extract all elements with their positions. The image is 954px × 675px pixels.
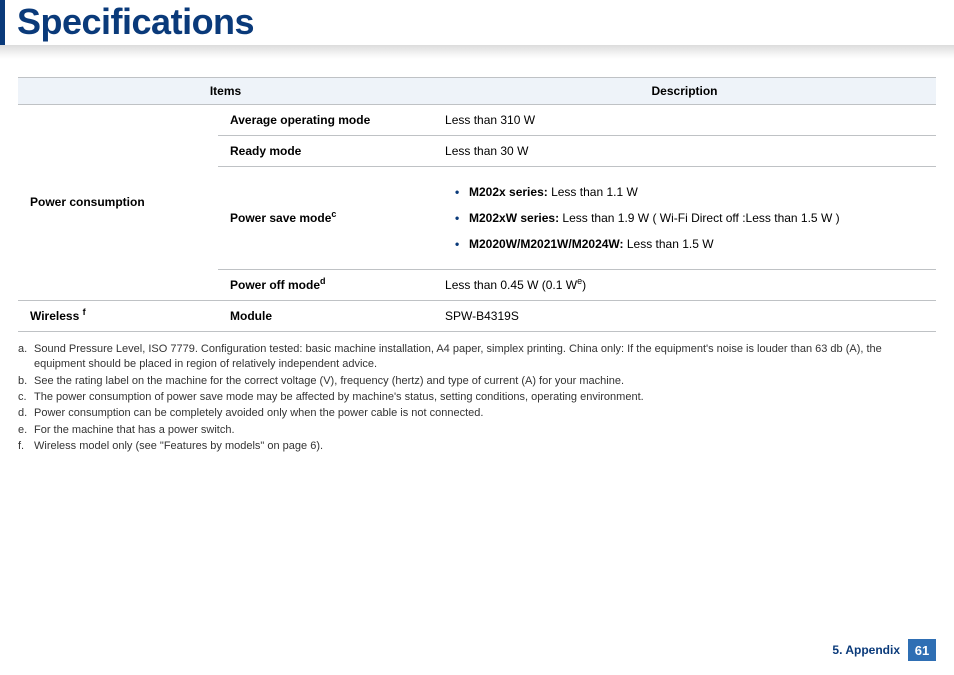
list-item: M2020W/M2021W/M2024W: Less than 1.5 W [455,231,924,257]
poff-ref: d [320,276,326,286]
module-value: SPW-B4319S [433,300,936,331]
footnote: c.The power consumption of power save mo… [18,390,936,405]
power-consumption-label: Power consumption [18,104,218,300]
footnote-mark: e. [18,423,34,438]
chapter-label: 5. Appendix [832,643,900,657]
psave-item-label: M202x series: [469,185,548,199]
footnote-text: Wireless model only (see "Features by mo… [34,439,323,454]
power-off-mode-label: Power off moded [218,269,433,300]
wireless-label-text: Wireless [30,309,83,323]
wireless-label: Wireless f [18,300,218,331]
avg-mode-label: Average operating mode [218,104,433,135]
footnote-mark: c. [18,390,34,405]
power-off-mode-value: Less than 0.45 W (0.1 We) [433,269,936,300]
footnote-text: Sound Pressure Level, ISO 7779. Configur… [34,342,936,373]
psave-ref: c [331,209,336,219]
poff-value-post: ) [582,278,586,292]
module-label: Module [218,300,433,331]
footnote: a.Sound Pressure Level, ISO 7779. Config… [18,342,936,373]
ready-mode-value: Less than 30 W [433,135,936,166]
footnote-mark: a. [18,342,34,373]
power-save-mode-value: M202x series: Less than 1.1 W M202xW ser… [433,166,936,269]
poff-value-pre: Less than 0.45 W (0.1 W [445,278,577,292]
ready-mode-label: Ready mode [218,135,433,166]
header-items: Items [18,77,433,104]
avg-mode-value: Less than 310 W [433,104,936,135]
psave-item-value: Less than 1.9 W ( Wi-Fi Direct off :Less… [559,211,840,225]
table-row: Wireless f Module SPW-B4319S [18,300,936,331]
footnote-mark: d. [18,406,34,421]
wireless-ref: f [83,307,86,317]
footnote: d.Power consumption can be completely av… [18,406,936,421]
psave-item-value: Less than 1.5 W [624,237,714,251]
title-underline [0,45,954,59]
psave-item-label: M2020W/M2021W/M2024W: [469,237,624,251]
footnote-text: See the rating label on the machine for … [34,374,624,389]
psave-item-value: Less than 1.1 W [548,185,638,199]
list-item: M202xW series: Less than 1.9 W ( Wi-Fi D… [455,205,924,231]
page-footer: 5. Appendix 61 [832,639,936,661]
footnote-text: For the machine that has a power switch. [34,423,235,438]
table-header-row: Items Description [18,77,936,104]
poff-label-text: Power off mode [230,278,320,292]
footnote-mark: b. [18,374,34,389]
footnotes: a.Sound Pressure Level, ISO 7779. Config… [18,342,936,455]
footnote: b.See the rating label on the machine fo… [18,374,936,389]
footnote-text: Power consumption can be completely avoi… [34,406,483,421]
footnote: e.For the machine that has a power switc… [18,423,936,438]
header-description: Description [433,77,936,104]
spec-table: Items Description Power consumption Aver… [18,77,936,332]
footnote: f.Wireless model only (see "Features by … [18,439,936,454]
psave-label-text: Power save mode [230,211,331,225]
list-item: M202x series: Less than 1.1 W [455,179,924,205]
footnote-mark: f. [18,439,34,454]
page-title: Specifications [0,0,954,45]
psave-item-label: M202xW series: [469,211,559,225]
footnote-text: The power consumption of power save mode… [34,390,644,405]
table-row: Power consumption Average operating mode… [18,104,936,135]
page-number: 61 [908,639,936,661]
power-save-mode-label: Power save modec [218,166,433,269]
